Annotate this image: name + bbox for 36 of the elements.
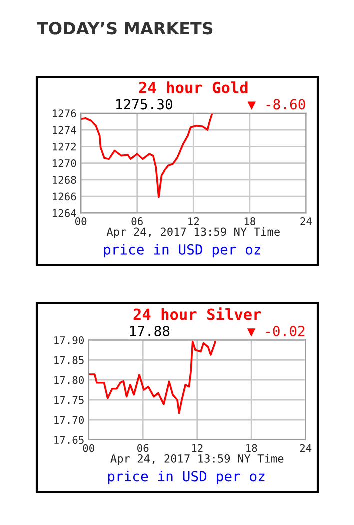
x-tick-label: 06 [138,444,149,452]
x-tick-label: 12 [188,218,200,226]
text: price in USD per oz [108,470,265,484]
x-tick-label: 24 [300,444,312,452]
y-tick-label: 17.75 [54,396,84,404]
chart-title: 24 hour Silver [134,308,262,320]
x-tick-label: 18 [246,444,258,452]
chart-title: 24 hour Gold [139,82,248,94]
y-tick-label: 1272 [53,142,76,151]
y-tick-label: 17.80 [54,376,84,384]
x-tick-label: 12 [192,444,203,452]
y-tick-label: 1270 [53,160,76,168]
y-tick-label: 17.65 [54,436,84,444]
y-tick-label: 1268 [53,176,76,184]
x-tick-label: 24 [300,218,312,226]
y-tick-label: 17.70 [54,416,84,424]
text: TODAY’S MARKETS [37,22,213,35]
x-axis-title: Apr 24, 2017 13:59 NY Time [110,454,284,466]
text: ▼ -8.60 [248,99,306,110]
x-tick-label: 06 [132,218,143,226]
y-tick-label: 17.90 [54,336,84,344]
line-series [88,340,216,414]
x-tick-label: 00 [83,444,94,452]
text: price in USD per oz [104,244,261,258]
text: 1275.30 [116,99,172,110]
y-tick-label: 1276 [53,110,76,118]
text: 17.88 [130,326,170,337]
line-series [81,113,214,198]
y-tick-label: 1264 [53,209,76,218]
x-axis-title: Apr 24, 2017 13:59 NY Time [106,228,280,238]
x-tick-label: 00 [75,218,87,226]
y-tick-label: 1274 [53,126,76,134]
y-tick-label: 1266 [53,192,76,201]
x-tick-label: 18 [244,218,256,226]
y-tick-label: 17.85 [54,356,84,364]
text: ▼ -0.02 [247,326,305,337]
